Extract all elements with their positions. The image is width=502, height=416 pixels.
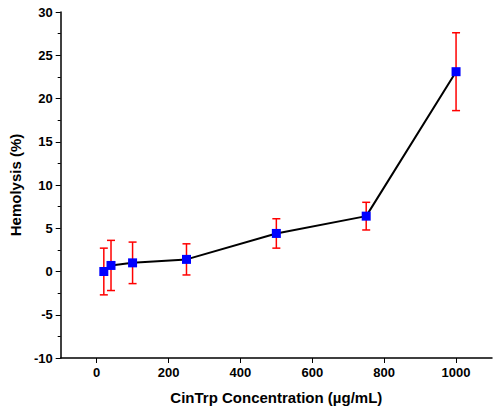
svg-text:25: 25 bbox=[38, 48, 52, 63]
svg-text:30: 30 bbox=[38, 5, 52, 20]
svg-text:CinTrp Concentration (µg/mL): CinTrp Concentration (µg/mL) bbox=[170, 389, 382, 406]
svg-text:Hemolysis (%): Hemolysis (%) bbox=[7, 134, 24, 237]
svg-text:-10: -10 bbox=[34, 351, 53, 366]
svg-text:600: 600 bbox=[301, 365, 323, 380]
svg-text:10: 10 bbox=[38, 178, 52, 193]
svg-text:-5: -5 bbox=[41, 307, 53, 322]
svg-text:15: 15 bbox=[38, 134, 52, 149]
svg-text:0: 0 bbox=[93, 365, 100, 380]
svg-text:400: 400 bbox=[230, 365, 252, 380]
svg-text:200: 200 bbox=[158, 365, 180, 380]
svg-text:1000: 1000 bbox=[442, 365, 471, 380]
svg-text:0: 0 bbox=[45, 264, 52, 279]
svg-text:800: 800 bbox=[373, 365, 395, 380]
svg-text:5: 5 bbox=[45, 221, 52, 236]
svg-text:20: 20 bbox=[38, 91, 52, 106]
